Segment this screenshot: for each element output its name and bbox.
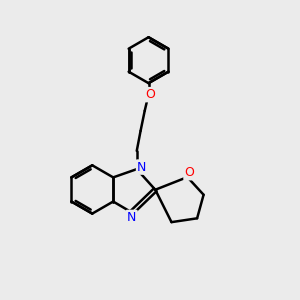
Text: O: O (184, 166, 194, 179)
Text: N: N (137, 160, 146, 174)
Text: O: O (146, 88, 155, 101)
Text: N: N (127, 211, 136, 224)
